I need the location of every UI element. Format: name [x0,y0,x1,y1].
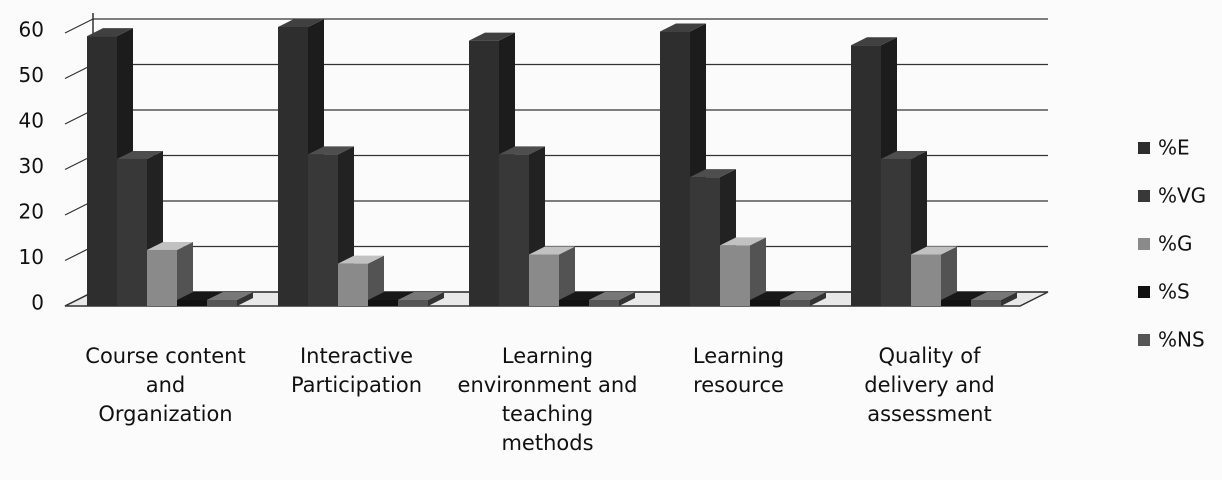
legend-swatch [1138,238,1150,250]
bar-top [308,146,354,155]
bar-top [941,292,987,300]
bar [368,300,398,306]
y-tick-label: 20 [19,200,44,224]
y-tick-label: 10 [19,245,44,269]
y-tick-label: 60 [19,18,44,42]
bar [750,300,780,306]
grid-line [64,18,94,34]
bar-top [911,246,957,255]
bar-top [398,292,444,300]
legend-label: %S [1158,280,1190,304]
legend-label: %E [1158,136,1190,160]
legend-swatch [1138,142,1150,154]
bar-top [660,23,706,32]
bar [941,300,971,306]
bar-top [780,292,826,300]
bar-side [750,237,766,306]
bar [147,249,177,306]
bar [660,31,690,307]
bar [720,245,750,306]
y-tick-label: 50 [19,63,44,87]
bar-top [207,292,253,300]
bar [469,40,499,307]
bar-top [117,150,163,159]
bar-side [1001,292,1017,306]
legend-swatch [1138,286,1150,298]
bar-top [338,255,384,264]
bar-top [851,37,897,46]
bar [911,254,941,306]
bar-side [810,292,826,306]
bar [398,300,428,306]
x-tick-label: Interactive Participation [290,344,423,397]
x-tick-label: Learning resource [692,344,785,397]
bar [278,27,308,306]
legend-swatch [1138,190,1150,202]
bar-top [87,28,133,37]
bar-top [177,292,223,300]
x-tick-label: Quality of delivery and assessment [864,344,995,426]
bar-side [619,292,635,306]
bar-top [499,146,545,155]
legend-label: %NS [1158,328,1205,352]
legend-label: %G [1158,232,1193,256]
y-tick-label: 30 [19,154,44,178]
bar-side [368,255,384,306]
bar-top [147,241,193,250]
y-tick-label: 0 [31,291,44,315]
bar-side [237,292,253,306]
bar [207,300,237,306]
legend-label: %VG [1158,184,1206,208]
x-tick-label: Course content and Organization [85,344,246,426]
bar-top [881,150,927,159]
bar-top [469,32,515,41]
bar [971,300,1001,306]
bar-side [941,246,957,306]
bar-side [177,241,193,306]
bar-top [690,169,736,178]
bar [559,300,589,306]
bar [589,300,619,306]
bar [529,254,559,306]
bar-top [720,237,766,246]
bar [338,263,368,306]
bar [851,45,881,306]
bar [780,300,810,306]
bar [690,177,720,306]
bar-side [428,292,444,306]
bar [87,36,117,306]
bar-top [559,292,605,300]
bar-top [750,292,796,300]
bar-top [589,292,635,300]
bar-top [278,19,324,27]
bar-top [971,292,1017,300]
bar [177,300,207,306]
bar [499,154,529,306]
legend-swatch [1138,334,1150,346]
bar [308,154,338,306]
bar [881,158,911,306]
bar-side [559,246,575,306]
x-tick-label: Learning environment and teaching method… [457,344,638,455]
y-tick-label: 40 [19,109,44,133]
bar-top [368,292,414,300]
bar-top [529,246,575,255]
bar [117,158,147,306]
